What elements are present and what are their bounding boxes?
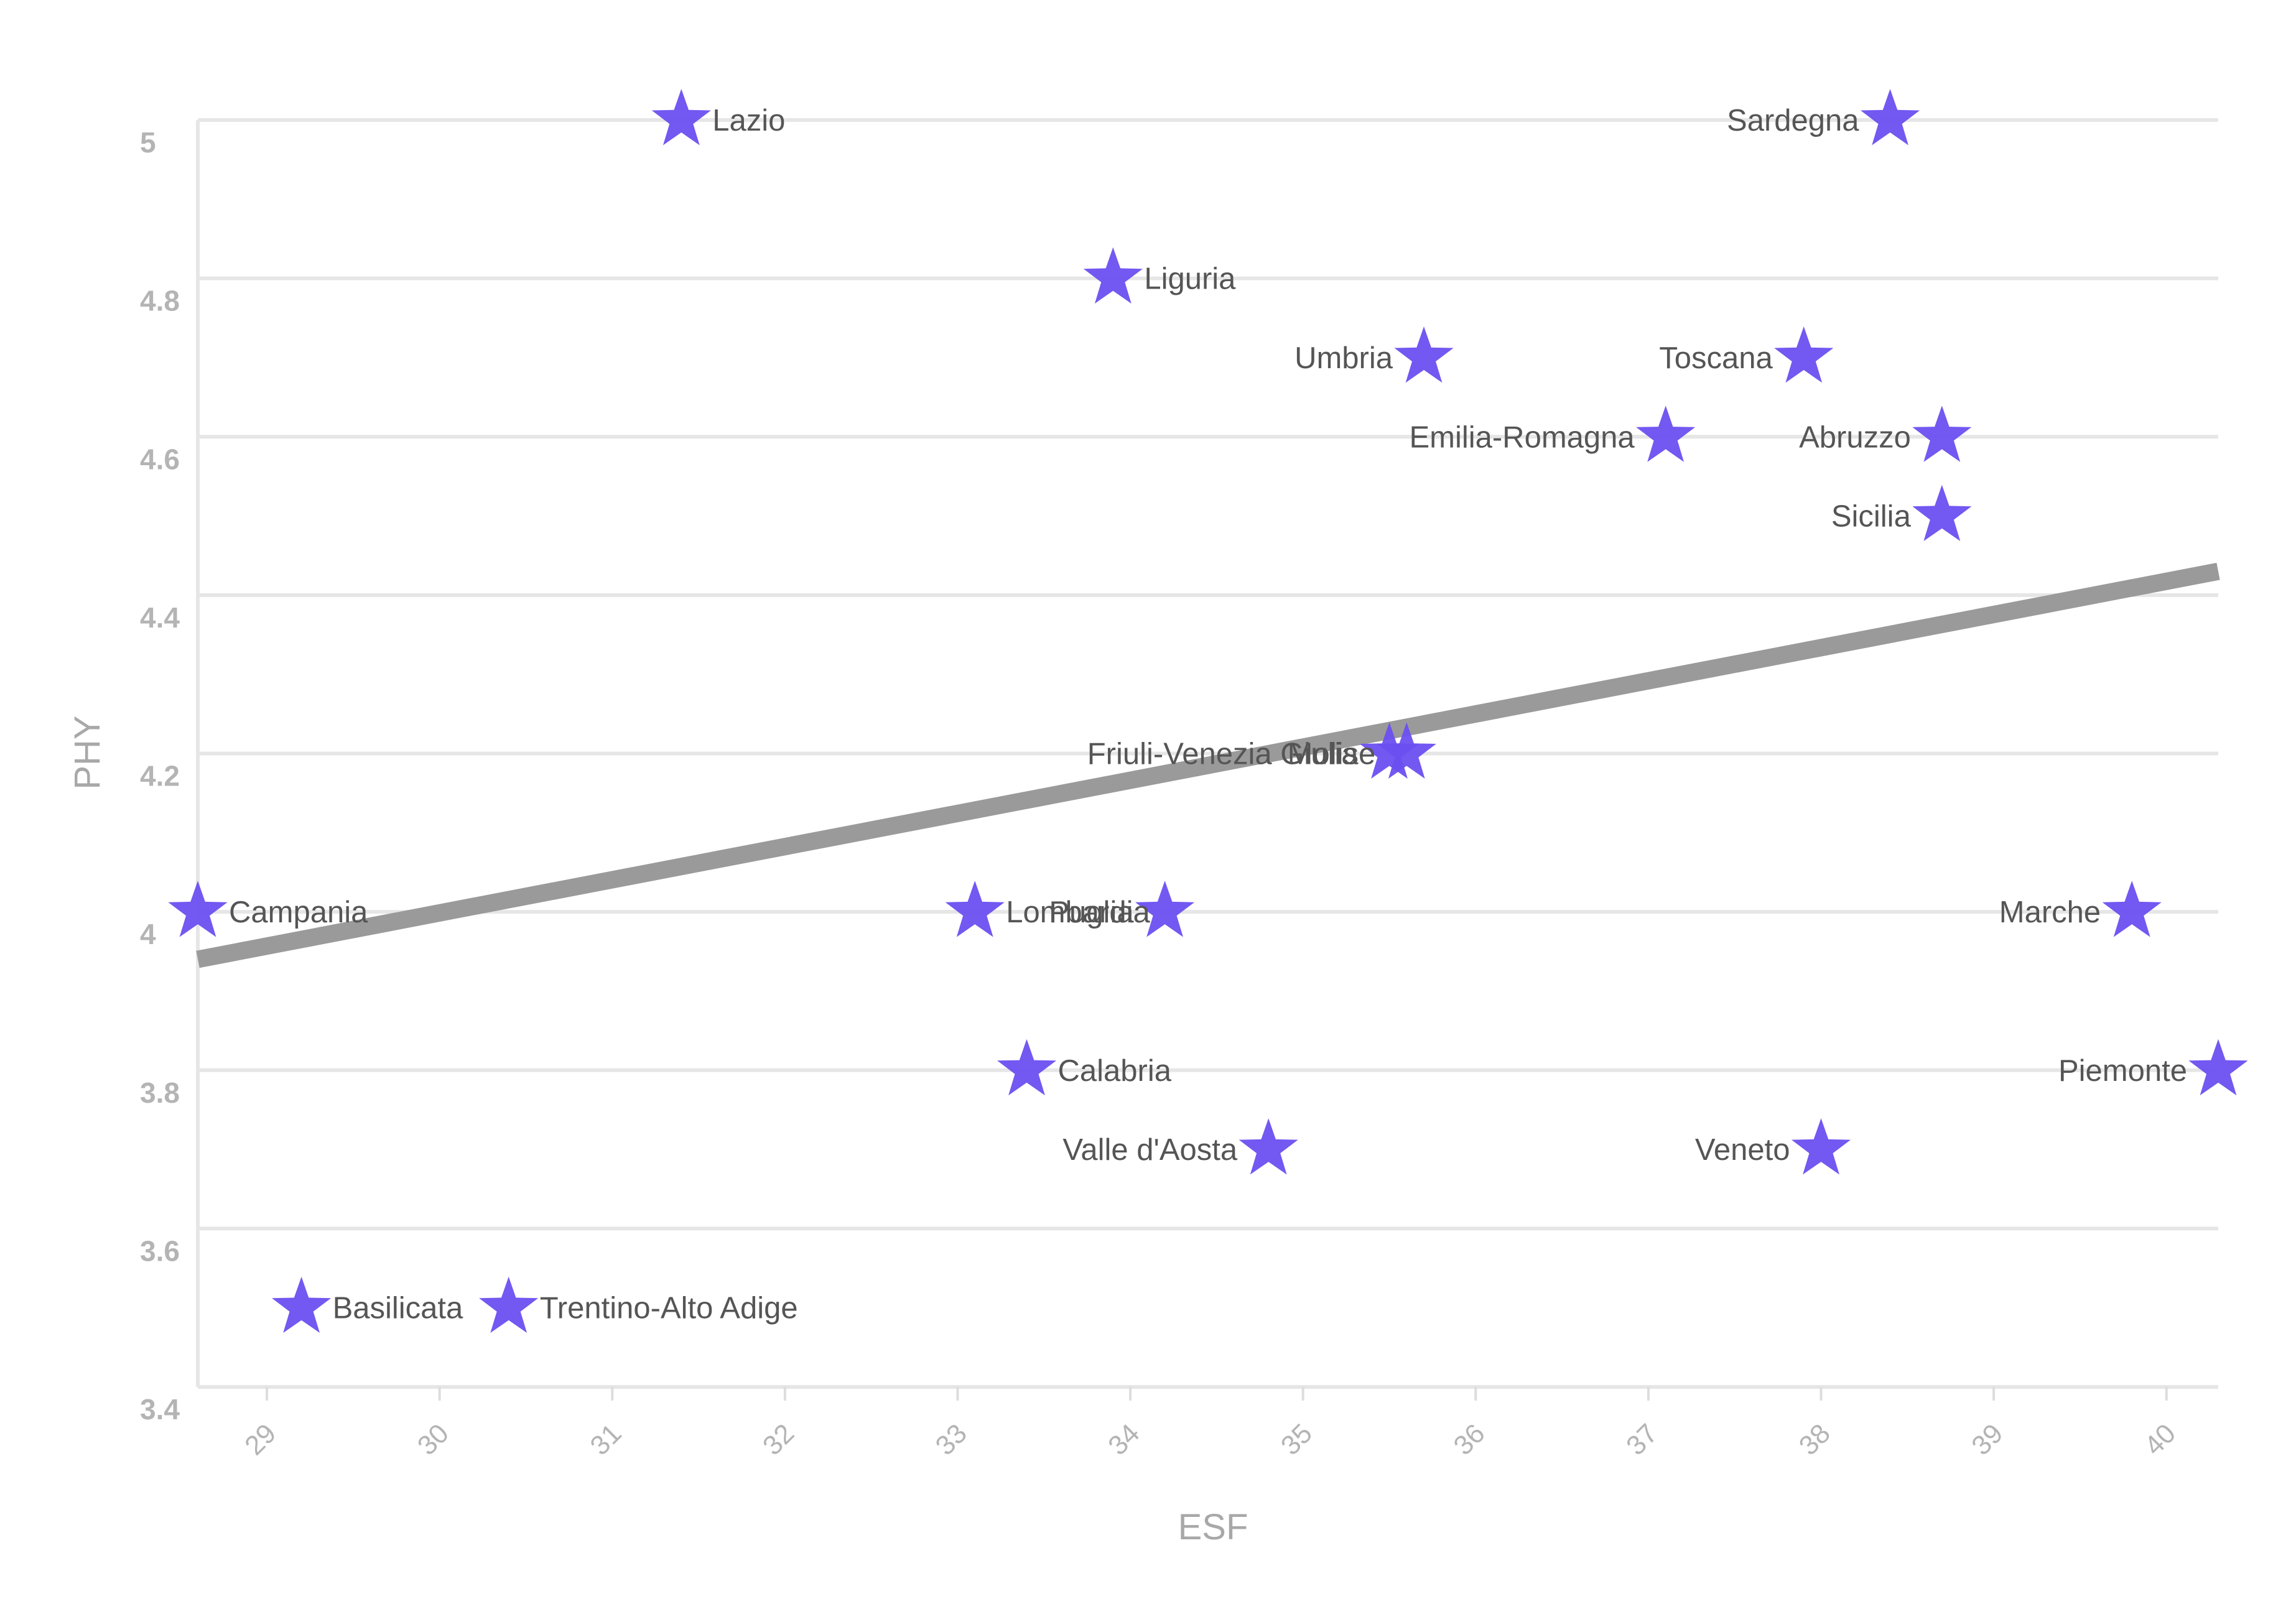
point-label: Emilia-Romagna	[1409, 420, 1635, 454]
point-label: Abruzzo	[1799, 420, 1911, 454]
y-tick-label: 5	[140, 126, 156, 159]
data-points	[168, 89, 2248, 1333]
point-label: Trentino-Alto Adige	[540, 1292, 798, 1325]
data-point-star	[2102, 881, 2162, 937]
data-point-star	[2188, 1039, 2248, 1096]
point-label: Lazio	[712, 104, 785, 137]
point-label: Umbria	[1294, 341, 1393, 375]
point-label: Sardegna	[1727, 104, 1859, 137]
trendline-group	[196, 562, 2220, 968]
y-tick-labels: 3.4 3.6 3.8 4 4.2 4.4 4.6 4.8 5	[140, 126, 180, 1425]
data-point-star	[1861, 89, 1920, 146]
y-axis-title: PHY	[67, 715, 108, 789]
data-point-star	[1636, 406, 1696, 462]
data-point-star	[1239, 1118, 1298, 1175]
point-label: Molise	[1288, 738, 1376, 771]
data-point-star	[479, 1276, 539, 1333]
data-point-star	[1912, 484, 1972, 541]
data-point-star	[168, 881, 228, 937]
point-label: Campania	[229, 896, 368, 929]
y-tick-label: 4.8	[140, 285, 180, 317]
point-label: Lombardia	[1006, 896, 1150, 929]
y-tick-label: 3.8	[140, 1077, 180, 1109]
point-label: Toscana	[1659, 341, 1773, 375]
data-point-star	[1377, 722, 1436, 779]
data-point-star	[1135, 881, 1195, 937]
y-tick-label: 3.4	[140, 1393, 180, 1425]
trendline	[196, 562, 2220, 968]
data-point-star	[1774, 326, 1834, 383]
data-point-star	[1394, 326, 1454, 383]
y-tick-label: 3.6	[140, 1235, 180, 1267]
point-label: Calabria	[1058, 1054, 1172, 1088]
data-point-star	[997, 1039, 1057, 1096]
y-tick-label: 4.4	[140, 601, 180, 634]
data-point-star	[1083, 247, 1143, 304]
data-point-star	[1912, 406, 1972, 462]
data-point-star	[1792, 1118, 1851, 1175]
point-label: Valle d'Aosta	[1062, 1133, 1238, 1167]
point-label: Marche	[1999, 896, 2101, 929]
y-tick-label: 4	[140, 918, 156, 950]
point-label: Puglia	[1049, 896, 1134, 929]
grid-lines	[198, 118, 2218, 1389]
point-label: Friuli-Venezia Giulia	[1087, 738, 1359, 771]
point-label: Liguria	[1144, 262, 1236, 296]
data-point-star	[272, 1276, 332, 1333]
point-labels: Lazio Sardegna Liguria Umbria Toscana Emilia-…	[229, 104, 2187, 1325]
point-label: Veneto	[1695, 1133, 1790, 1167]
point-label: Basilicata	[333, 1292, 463, 1325]
data-point-star	[945, 881, 1005, 937]
y-tick-label: 4.2	[140, 760, 180, 792]
data-point-star	[651, 89, 711, 146]
point-label: Piemonte	[2058, 1054, 2187, 1088]
point-label: Sicilia	[1831, 500, 1912, 534]
y-tick-label: 4.6	[140, 443, 180, 475]
x-axis-title: ESF	[1178, 1507, 1248, 1547]
